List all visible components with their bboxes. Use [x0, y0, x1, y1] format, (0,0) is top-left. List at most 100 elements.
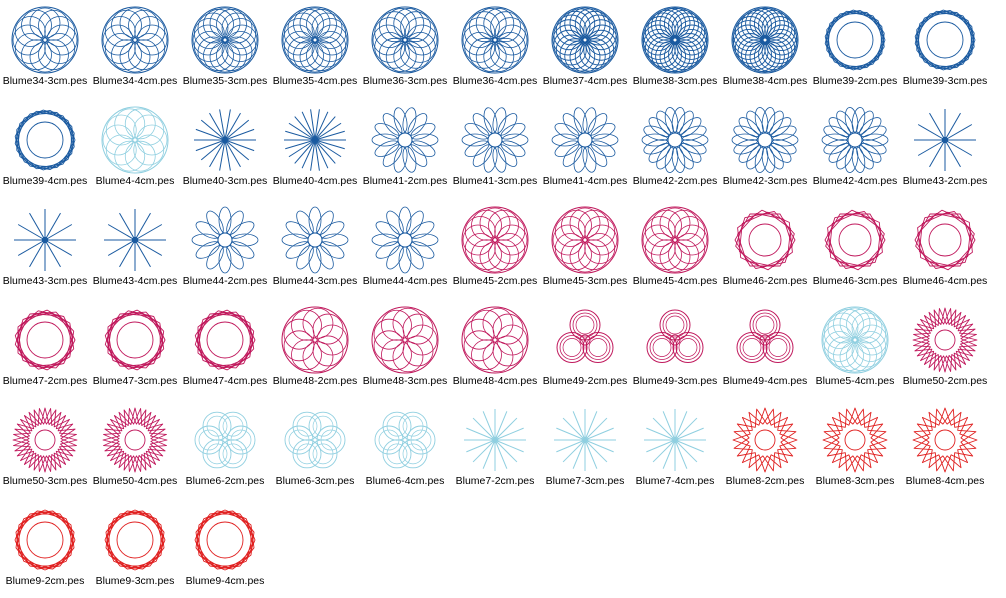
file-name-label: Blume48-3cm.pes [362, 375, 448, 387]
file-name-label: Blume47-3cm.pes [92, 375, 178, 387]
file-thumbnail[interactable]: Blume39-2cm.pes [810, 2, 900, 98]
file-thumbnail[interactable]: Blume44-2cm.pes [180, 202, 270, 298]
file-thumbnail[interactable]: Blume42-3cm.pes [720, 102, 810, 198]
embroidery-preview-image [190, 5, 260, 75]
file-thumbnail[interactable]: Blume9-3cm.pes [90, 502, 180, 598]
file-thumbnail[interactable]: Blume48-2cm.pes [270, 302, 360, 398]
embroidery-preview-image [280, 205, 350, 275]
file-thumbnail[interactable]: Blume49-2cm.pes [540, 302, 630, 398]
file-name-label: Blume50-2cm.pes [902, 375, 988, 387]
file-thumbnail[interactable]: Blume43-4cm.pes [90, 202, 180, 298]
embroidery-preview-image [550, 105, 620, 175]
embroidery-preview-image [730, 5, 800, 75]
file-name-label: Blume49-2cm.pes [542, 375, 628, 387]
file-thumbnail[interactable]: Blume43-2cm.pes [900, 102, 990, 198]
file-thumbnail[interactable]: Blume39-4cm.pes [0, 102, 90, 198]
file-name-label: Blume40-3cm.pes [182, 175, 268, 187]
file-thumbnail[interactable]: Blume36-3cm.pes [360, 2, 450, 98]
file-name-label: Blume6-4cm.pes [365, 475, 445, 487]
file-thumbnail[interactable]: Blume41-4cm.pes [540, 102, 630, 198]
file-thumbnail[interactable]: Blume47-4cm.pes [180, 302, 270, 398]
file-name-label: Blume44-2cm.pes [182, 275, 268, 287]
file-name-label: Blume43-4cm.pes [92, 275, 178, 287]
file-thumbnail[interactable]: Blume6-3cm.pes [270, 402, 360, 498]
embroidery-preview-image [370, 5, 440, 75]
file-thumbnail[interactable]: Blume50-2cm.pes [900, 302, 990, 398]
file-thumbnail[interactable]: Blume40-4cm.pes [270, 102, 360, 198]
embroidery-preview-image [910, 105, 980, 175]
file-name-label: Blume48-2cm.pes [272, 375, 358, 387]
file-thumbnail[interactable]: Blume6-4cm.pes [360, 402, 450, 498]
embroidery-preview-image [910, 405, 980, 475]
file-thumbnail[interactable]: Blume42-2cm.pes [630, 102, 720, 198]
file-name-label: Blume37-4cm.pes [542, 75, 628, 87]
file-thumbnail[interactable]: Blume35-4cm.pes [270, 2, 360, 98]
file-thumbnail[interactable]: Blume38-4cm.pes [720, 2, 810, 98]
file-thumbnail[interactable]: Blume38-3cm.pes [630, 2, 720, 98]
file-thumbnail[interactable]: Blume8-3cm.pes [810, 402, 900, 498]
file-thumbnail[interactable]: Blume40-3cm.pes [180, 102, 270, 198]
file-thumbnail[interactable]: Blume8-2cm.pes [720, 402, 810, 498]
file-thumbnail[interactable]: Blume9-4cm.pes [180, 502, 270, 598]
file-name-label: Blume43-2cm.pes [902, 175, 988, 187]
file-thumbnail[interactable]: Blume46-2cm.pes [720, 202, 810, 298]
file-thumbnail[interactable]: Blume45-2cm.pes [450, 202, 540, 298]
embroidery-preview-image [460, 305, 530, 375]
embroidery-preview-image [190, 105, 260, 175]
file-thumbnail[interactable]: Blume49-4cm.pes [720, 302, 810, 398]
file-thumbnail[interactable]: Blume46-3cm.pes [810, 202, 900, 298]
file-thumbnail[interactable]: Blume39-3cm.pes [900, 2, 990, 98]
file-thumbnail[interactable]: Blume50-3cm.pes [0, 402, 90, 498]
file-thumbnail[interactable]: Blume9-2cm.pes [0, 502, 90, 598]
file-name-label: Blume36-3cm.pes [362, 75, 448, 87]
file-thumbnail[interactable]: Blume45-3cm.pes [540, 202, 630, 298]
file-name-label: Blume36-4cm.pes [452, 75, 538, 87]
file-thumbnail[interactable]: Blume42-4cm.pes [810, 102, 900, 198]
file-thumbnail[interactable]: Blume36-4cm.pes [450, 2, 540, 98]
file-thumbnail[interactable]: Blume44-4cm.pes [360, 202, 450, 298]
file-thumbnail[interactable]: Blume6-2cm.pes [180, 402, 270, 498]
file-name-label: Blume47-2cm.pes [2, 375, 88, 387]
embroidery-preview-image [460, 405, 530, 475]
embroidery-preview-image [370, 105, 440, 175]
file-thumbnail[interactable]: Blume37-4cm.pes [540, 2, 630, 98]
file-thumbnail[interactable]: Blume46-4cm.pes [900, 202, 990, 298]
file-thumbnail[interactable]: Blume4-4cm.pes [90, 102, 180, 198]
embroidery-preview-image [100, 5, 170, 75]
file-thumbnail[interactable]: Blume34-3cm.pes [0, 2, 90, 98]
file-thumbnail[interactable]: Blume41-2cm.pes [360, 102, 450, 198]
file-thumbnail[interactable]: Blume47-3cm.pes [90, 302, 180, 398]
embroidery-preview-image [190, 405, 260, 475]
embroidery-preview-image [640, 5, 710, 75]
file-name-label: Blume39-3cm.pes [902, 75, 988, 87]
file-thumbnail[interactable]: Blume7-3cm.pes [540, 402, 630, 498]
embroidery-preview-image [730, 105, 800, 175]
file-name-label: Blume44-4cm.pes [362, 275, 448, 287]
file-name-label: Blume39-2cm.pes [812, 75, 898, 87]
file-thumbnail[interactable]: Blume8-4cm.pes [900, 402, 990, 498]
embroidery-preview-image [640, 105, 710, 175]
file-name-label: Blume4-4cm.pes [95, 175, 175, 187]
embroidery-preview-image [370, 305, 440, 375]
file-name-label: Blume48-4cm.pes [452, 375, 538, 387]
file-thumbnail[interactable]: Blume48-3cm.pes [360, 302, 450, 398]
file-thumbnail[interactable]: Blume44-3cm.pes [270, 202, 360, 298]
file-thumbnail[interactable]: Blume48-4cm.pes [450, 302, 540, 398]
file-thumbnail[interactable]: Blume45-4cm.pes [630, 202, 720, 298]
file-thumbnail[interactable]: Blume7-4cm.pes [630, 402, 720, 498]
file-name-label: Blume8-4cm.pes [905, 475, 985, 487]
file-thumbnail[interactable]: Blume41-3cm.pes [450, 102, 540, 198]
file-thumbnail[interactable]: Blume7-2cm.pes [450, 402, 540, 498]
file-thumbnail[interactable]: Blume5-4cm.pes [810, 302, 900, 398]
file-thumbnail[interactable]: Blume47-2cm.pes [0, 302, 90, 398]
embroidery-preview-image [730, 405, 800, 475]
embroidery-preview-image [820, 205, 890, 275]
file-name-label: Blume35-4cm.pes [272, 75, 358, 87]
file-thumbnail[interactable]: Blume49-3cm.pes [630, 302, 720, 398]
embroidery-preview-image [190, 205, 260, 275]
file-thumbnail[interactable]: Blume50-4cm.pes [90, 402, 180, 498]
embroidery-preview-image [460, 205, 530, 275]
file-thumbnail[interactable]: Blume35-3cm.pes [180, 2, 270, 98]
file-thumbnail[interactable]: Blume43-3cm.pes [0, 202, 90, 298]
file-thumbnail[interactable]: Blume34-4cm.pes [90, 2, 180, 98]
